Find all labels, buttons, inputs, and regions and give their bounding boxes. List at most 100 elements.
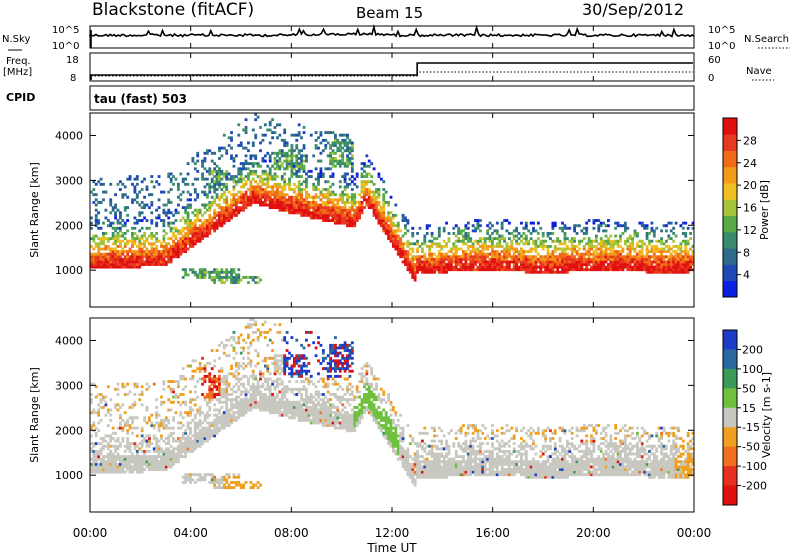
data-cell	[297, 195, 301, 199]
data-cell	[259, 177, 262, 181]
data-cell	[481, 237, 485, 241]
data-cell	[215, 421, 219, 425]
data-cell	[500, 257, 504, 261]
data-cell	[367, 159, 371, 163]
data-cell	[312, 182, 316, 186]
data-cell	[607, 265, 610, 269]
data-cell	[285, 157, 289, 160]
data-cell	[123, 193, 127, 197]
data-cell	[367, 172, 371, 176]
data-cell	[234, 395, 238, 399]
data-cell	[280, 188, 284, 191]
data-cell	[319, 175, 323, 179]
data-cell	[684, 268, 688, 272]
data-cell	[179, 244, 183, 248]
data-cell	[413, 242, 417, 246]
data-cell	[201, 377, 204, 381]
data-cell	[184, 447, 188, 451]
data-cell	[116, 257, 120, 261]
data-cell	[375, 188, 378, 191]
data-cell	[457, 226, 461, 230]
data-cell	[186, 221, 190, 225]
data-cell	[155, 465, 159, 469]
data-cell	[109, 457, 113, 461]
data-cell	[256, 380, 260, 384]
data-cell	[247, 195, 250, 199]
data-cell	[189, 364, 192, 368]
data-cell	[435, 242, 439, 246]
data-cell	[341, 198, 345, 202]
data-cell	[97, 470, 101, 474]
data-cell	[268, 185, 272, 189]
data-cell	[331, 200, 335, 204]
data-cell	[452, 242, 456, 246]
data-cell	[334, 198, 337, 202]
data-cell	[341, 208, 345, 212]
data-cell	[669, 229, 673, 233]
data-cell	[575, 252, 579, 256]
data-cell	[145, 188, 149, 191]
data-cell	[254, 188, 258, 191]
data-cell	[551, 263, 555, 266]
data-cell	[280, 367, 284, 371]
data-cell	[331, 131, 335, 135]
data-cell	[208, 229, 212, 233]
data-cell	[102, 239, 105, 243]
data-cell	[123, 460, 127, 464]
data-cell	[232, 336, 236, 340]
data-cell	[350, 180, 354, 184]
data-cell	[111, 257, 115, 261]
data-cell	[135, 195, 139, 199]
data-cell	[679, 244, 683, 248]
data-cell	[215, 226, 219, 230]
data-cell	[121, 239, 125, 243]
data-cell	[266, 405, 270, 409]
data-cell	[247, 403, 250, 407]
data-cell	[549, 232, 552, 235]
data-cell	[181, 229, 185, 233]
data-cell	[162, 211, 166, 215]
data-cell	[321, 219, 325, 222]
data-cell	[123, 185, 127, 189]
data-cell	[99, 263, 103, 266]
data-cell	[247, 346, 250, 350]
data-cell	[118, 226, 122, 230]
data-cell	[302, 208, 306, 212]
data-cell	[244, 276, 248, 279]
data-cell	[263, 172, 267, 176]
data-cell	[280, 359, 284, 363]
data-cell	[126, 437, 130, 440]
data-cell	[104, 216, 108, 220]
data-cell	[251, 128, 255, 132]
data-cell	[201, 393, 204, 396]
data-cell	[645, 268, 649, 272]
data-cell	[123, 385, 127, 389]
noise-right-tick-bottom: 10^0	[708, 41, 735, 52]
data-cell	[193, 208, 197, 212]
data-cell	[406, 265, 410, 269]
data-cell	[348, 216, 352, 220]
data-cell	[104, 208, 108, 212]
data-cell	[667, 260, 671, 264]
data-cell	[445, 244, 448, 248]
data-cell	[350, 162, 354, 166]
data-cell	[244, 154, 248, 158]
data-cell	[167, 434, 171, 438]
data-cell	[447, 263, 451, 266]
data-cell	[106, 424, 110, 427]
data-cell	[314, 188, 318, 191]
data-cell	[510, 247, 514, 251]
data-cell	[609, 255, 613, 259]
data-cell	[232, 213, 236, 217]
data-cell	[317, 195, 320, 199]
data-cell	[97, 255, 101, 259]
data-cell	[215, 211, 219, 215]
data-cell	[242, 483, 246, 487]
data-cell	[488, 226, 492, 230]
data-cell	[288, 162, 291, 166]
data-cell	[266, 151, 270, 155]
data-cell	[367, 195, 371, 199]
data-cell	[138, 247, 142, 251]
data-cell	[648, 268, 651, 272]
data-cell	[372, 211, 376, 215]
